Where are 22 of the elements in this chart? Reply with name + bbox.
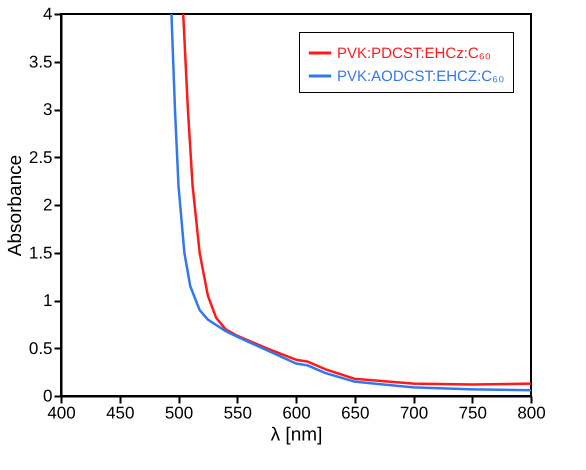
y-tick-label: 4 — [43, 4, 52, 24]
x-tick-label: 750 — [458, 404, 487, 422]
y-tick-label: 0 — [43, 386, 52, 406]
x-tick-label: 400 — [47, 404, 76, 422]
x-tick-label: 500 — [164, 404, 194, 422]
legend-label: PVK:AODCST:EHCZ:C₆₀ — [337, 68, 504, 85]
x-tick-label: 800 — [517, 404, 546, 422]
x-axis-title: λ [nm] — [270, 424, 322, 446]
x-tick-label: 550 — [224, 404, 252, 422]
y-tick-label: 1.5 — [28, 243, 52, 262]
x-tick-label: 450 — [106, 404, 134, 422]
y-tick-label: 2.5 — [28, 148, 52, 167]
y-tick-label: 1 — [43, 291, 52, 310]
x-tick-label: 650 — [341, 404, 370, 422]
y-tick-label: 0.5 — [28, 338, 52, 358]
legend-label: PVK:PDCST:EHCz:C₆₀ — [337, 45, 491, 62]
x-tick-label: 700 — [400, 404, 428, 422]
y-tick-label: 2 — [43, 196, 52, 214]
y-axis-title: Absorbance — [4, 154, 26, 256]
y-tick-label: 3 — [43, 100, 52, 119]
y-tick-label: 3.5 — [28, 52, 52, 72]
x-tick-label: 600 — [282, 404, 311, 422]
